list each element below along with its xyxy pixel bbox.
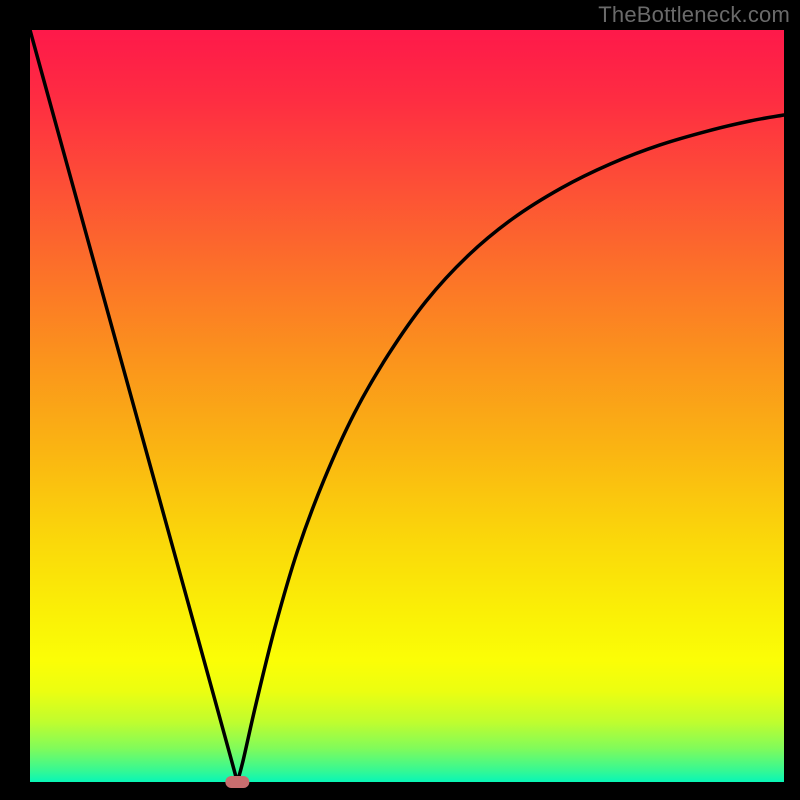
watermark-text: TheBottleneck.com: [598, 2, 790, 28]
bottleneck-curve-chart: [0, 0, 800, 800]
chart-frame: TheBottleneck.com: [0, 0, 800, 800]
minimum-marker: [225, 776, 249, 788]
